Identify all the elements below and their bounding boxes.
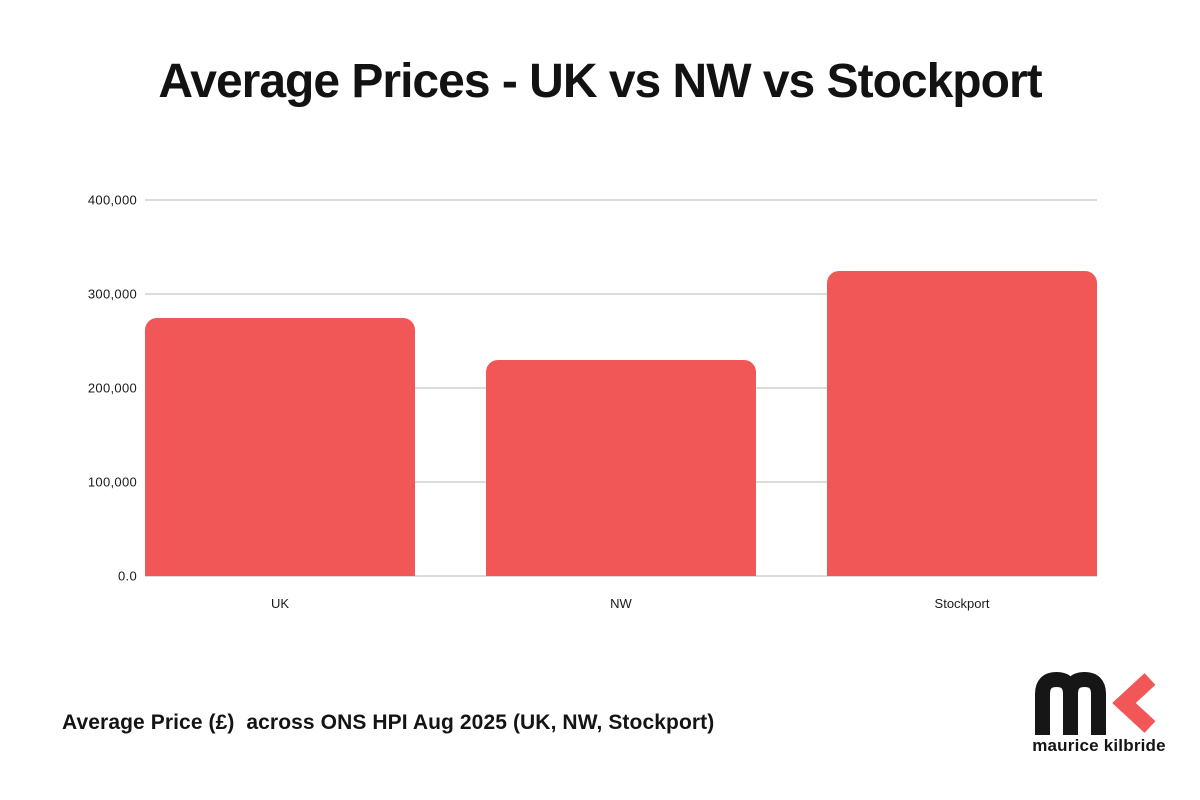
gridline — [145, 293, 1097, 295]
brand-name: maurice kilbride — [1032, 736, 1166, 755]
x-category-label: NW — [610, 596, 632, 611]
chart-caption: Average Price (£) across ONS HPI Aug 202… — [62, 711, 715, 734]
y-tick-label: 300,000 — [87, 286, 137, 302]
logo-k-chevron — [1112, 673, 1156, 733]
y-tick-label: 200,000 — [87, 380, 137, 396]
logo-m-glyph — [1035, 671, 1106, 735]
x-axis: UK NW Stockport — [145, 596, 1097, 618]
chart-title: Average Prices - UK vs NW vs Stockport — [158, 55, 1042, 108]
bar-uk — [145, 318, 415, 576]
y-tick-label: 0.0 — [118, 568, 137, 584]
brand-logo: maurice kilbride — [1026, 671, 1172, 756]
mk-logo-mark — [1035, 671, 1156, 735]
gridline — [145, 199, 1097, 201]
gridline — [145, 575, 1097, 577]
y-axis: 0.0 100,000 200,000 300,000 400,000 — [0, 193, 137, 584]
x-category-label: UK — [270, 596, 290, 611]
x-category-label: Stockport — [934, 596, 990, 611]
y-tick-label: 100,000 — [87, 474, 137, 490]
plot-area — [145, 199, 1097, 577]
bar-stockport — [827, 270, 1097, 576]
bar-nw — [486, 359, 756, 576]
y-tick-label: 400,000 — [87, 192, 137, 208]
